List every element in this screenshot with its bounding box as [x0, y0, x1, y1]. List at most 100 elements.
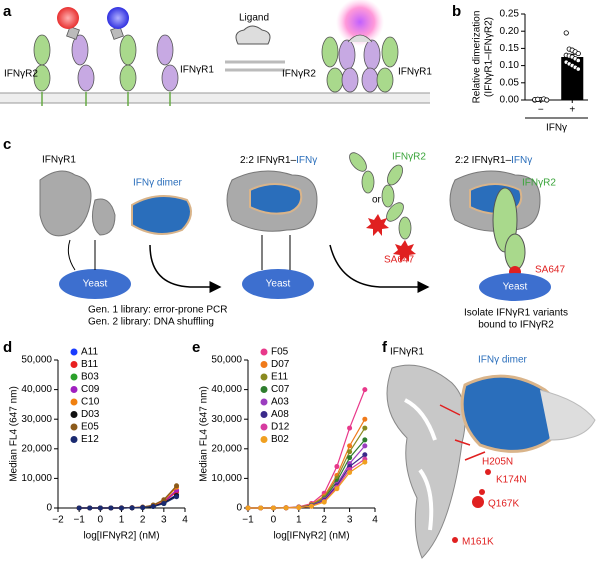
panel-a: IFNγR2 IFNγR1 Ligand IFNγR2 IFNγR1: [0, 0, 432, 106]
y-tick-label: 0.00: [500, 95, 520, 106]
label: IFNγR1: [390, 347, 424, 358]
legend-marker: [260, 348, 268, 356]
residue: [479, 489, 485, 495]
legend-label: F05: [271, 347, 289, 358]
membrane: [0, 93, 430, 103]
protein-dimer: [249, 183, 303, 215]
yeast: [59, 269, 131, 299]
y-tick-label: 0: [236, 503, 242, 514]
result-text: bound to IFNγR2: [478, 320, 554, 331]
data-point: [76, 505, 82, 511]
text: 2:2 IFNγR1–: [455, 155, 512, 166]
label: IFNγR1: [42, 155, 76, 166]
data-point: [362, 443, 368, 449]
result-text: Isolate IFNγR1 variants: [464, 308, 568, 319]
legend-label: B11: [81, 359, 98, 370]
yeast-label: Yeast: [83, 279, 108, 290]
ligand-icon: [235, 25, 271, 45]
y-tick-label: 10,000: [21, 473, 52, 484]
legend-label: C10: [81, 397, 100, 408]
panel-label: a: [3, 3, 12, 20]
data-point: [140, 505, 146, 511]
y-tick-label: 50,000: [21, 355, 52, 366]
y-tick-label: 0.10: [500, 60, 520, 71]
data-point: [347, 449, 353, 455]
y-axis-title: (IFNγR1–IFNγR2): [484, 17, 495, 97]
series-line: [79, 496, 177, 509]
x-tick-label: −1: [73, 515, 85, 526]
yeast-label: Yeast: [503, 282, 528, 293]
data-point: [296, 505, 302, 511]
data-point: [129, 505, 135, 511]
residue: [472, 496, 484, 508]
legend-marker: [70, 373, 78, 381]
dye-icon: [366, 214, 389, 236]
yeast-label: Yeast: [266, 279, 291, 290]
residue: [452, 537, 458, 543]
r2-forms: [349, 152, 412, 240]
x-tick-label: 1: [296, 515, 302, 526]
legend-label: C09: [81, 384, 100, 395]
complex-label: 2:2 IFNγR1–IFNγ: [240, 155, 317, 166]
data-point: [362, 425, 368, 431]
arrow: [149, 244, 222, 293]
data-point: [535, 96, 541, 102]
label: IFNγR2: [522, 178, 556, 189]
data-point: [334, 486, 340, 492]
legend-label: B02: [271, 434, 289, 445]
y-tick-label: 40,000: [21, 384, 52, 395]
x-axis-title: log[IFNγR2] (nM): [83, 531, 159, 542]
x-tick-label: −1: [242, 515, 254, 526]
legend-marker: [70, 411, 78, 418]
legend-marker: [260, 423, 268, 431]
label: IFNγ dimer: [478, 355, 528, 366]
y-tick-label: 0.25: [500, 9, 520, 20]
protein-dimer: [131, 195, 192, 235]
data-point: [334, 464, 340, 470]
x-tick-label: 2: [321, 515, 327, 526]
data-point: [575, 50, 581, 57]
data-point: [161, 497, 167, 503]
receptor-complex: [321, 0, 399, 93]
dimer-structure: [460, 374, 561, 453]
y-tick-label: 50,000: [211, 355, 242, 366]
data-point: [575, 57, 581, 64]
legend-marker: [260, 411, 268, 418]
label: SA647: [384, 255, 414, 266]
y-tick-label: 30,000: [21, 414, 52, 425]
legend-marker: [260, 436, 268, 443]
legend-marker: [260, 373, 268, 381]
legend-label: A03: [271, 397, 289, 408]
receptor-label: IFNγR2: [282, 69, 316, 80]
y-tick-label: 20,000: [21, 443, 52, 454]
data-point: [362, 416, 368, 422]
tether: [67, 239, 96, 271]
data-point: [347, 425, 353, 431]
arrow: [329, 244, 430, 293]
text: 2:2 IFNγR1–: [240, 155, 297, 166]
panel-label: c: [3, 136, 11, 153]
x-tick-label: 0: [98, 515, 104, 526]
y-tick-label: 20,000: [211, 443, 242, 454]
legend-marker: [260, 398, 268, 406]
data-point: [174, 483, 180, 489]
protein-r1: [39, 170, 116, 237]
contact: [439, 404, 486, 461]
x-tick-label: 0: [271, 515, 277, 526]
label: SA647: [535, 265, 565, 276]
data-point: [270, 505, 276, 511]
legend-marker: [260, 361, 268, 368]
series-line: [248, 461, 366, 509]
legend-label: E12: [81, 434, 99, 445]
data-point: [97, 505, 103, 511]
legend-label: E11: [271, 372, 288, 383]
data-point: [161, 501, 167, 507]
data-point: [575, 66, 581, 72]
data-point: [347, 455, 353, 461]
legend-marker: [70, 436, 78, 443]
yeast: [242, 269, 314, 299]
data-point: [362, 452, 368, 458]
x-tick-label: −: [538, 105, 544, 116]
ribbon: [404, 398, 437, 531]
data-point: [108, 505, 114, 511]
